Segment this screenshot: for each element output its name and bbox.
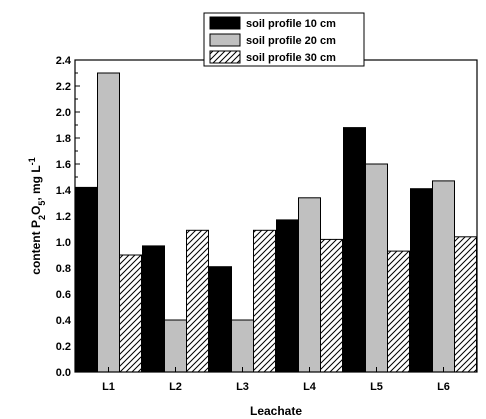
legend-label-10cm: soil profile 10 cm	[246, 18, 336, 30]
bar-L3-series-3	[253, 229, 276, 373]
legend-swatch-30cm	[209, 50, 241, 64]
y-tick-label: 0.4	[56, 315, 72, 327]
legend-swatch-20cm	[209, 33, 241, 47]
y-tick-label: 2.4	[56, 55, 72, 67]
y-tick-label: 2.0	[56, 107, 71, 119]
y-tick-label: 0.0	[56, 367, 71, 379]
bar-L5-series-3	[387, 250, 410, 373]
y-tick-label: 1.2	[56, 211, 71, 223]
legend-label-20cm: soil profile 20 cm	[246, 35, 336, 47]
y-tick-label: 1.0	[56, 237, 71, 249]
y-tick-label: 0.8	[56, 263, 71, 275]
bar-L6-series-2	[432, 180, 455, 373]
bar-L1-series-3	[119, 254, 142, 373]
y-tick-label: 1.8	[56, 133, 71, 145]
y-axis-title-mid: O	[29, 206, 43, 215]
x-tick-label: L1	[102, 381, 115, 393]
bar-L5-series-2	[365, 163, 388, 373]
y-axis-title-main: content P	[29, 220, 43, 275]
x-tick-label: L6	[437, 381, 450, 393]
y-axis-title-sup: -1	[27, 157, 37, 165]
legend: soil profile 10 cm soil profile 20 cm so…	[203, 12, 365, 67]
x-tick-label: L2	[169, 381, 182, 393]
bar-L2-series-2	[164, 319, 187, 373]
x-tick-label: L3	[236, 381, 249, 393]
bar-L3-series-1	[209, 266, 232, 373]
bar-L1-series-2	[97, 72, 120, 373]
y-tick-label: 1.4	[56, 185, 72, 197]
legend-swatch-10cm	[209, 16, 241, 30]
bar-L4-series-3	[320, 238, 343, 373]
bar-L6-series-1	[410, 188, 433, 373]
y-tick-label: 1.6	[56, 159, 71, 171]
bars-group	[75, 72, 477, 373]
y-tick-label: 0.6	[56, 289, 71, 301]
bar-L6-series-3	[454, 236, 477, 373]
bar-L2-series-3	[186, 229, 209, 373]
y-axis-ticks: 0.0 0.2 0.4 0.6 0.8 1.0 1.2 1.4 1.6 1.8 2.0 2.2 2.4	[56, 55, 80, 379]
x-tick-label: L4	[303, 381, 317, 393]
y-tick-label: 2.2	[56, 81, 71, 93]
bar-L2-series-1	[142, 245, 165, 373]
bar-L5-series-1	[343, 127, 366, 373]
bar-L4-series-1	[276, 219, 299, 373]
y-axis-title-sub2: 5	[37, 201, 47, 206]
y-axis-title-sub1: 2	[37, 215, 47, 220]
legend-label-30cm: soil profile 30 cm	[246, 52, 336, 64]
y-axis-title: content P2O5, mg L-1	[27, 157, 47, 274]
x-axis-ticks: L1 L2 L3 L4 L5 L6	[102, 367, 450, 393]
bar-L4-series-2	[298, 197, 321, 373]
y-tick-label: 0.2	[56, 341, 71, 353]
bar-L1-series-1	[75, 186, 98, 373]
x-tick-label: L5	[370, 381, 383, 393]
bar-L3-series-2	[231, 319, 254, 373]
x-axis-title: Leachate	[250, 404, 302, 418]
y-axis-title-unit: , mg L	[29, 165, 43, 200]
